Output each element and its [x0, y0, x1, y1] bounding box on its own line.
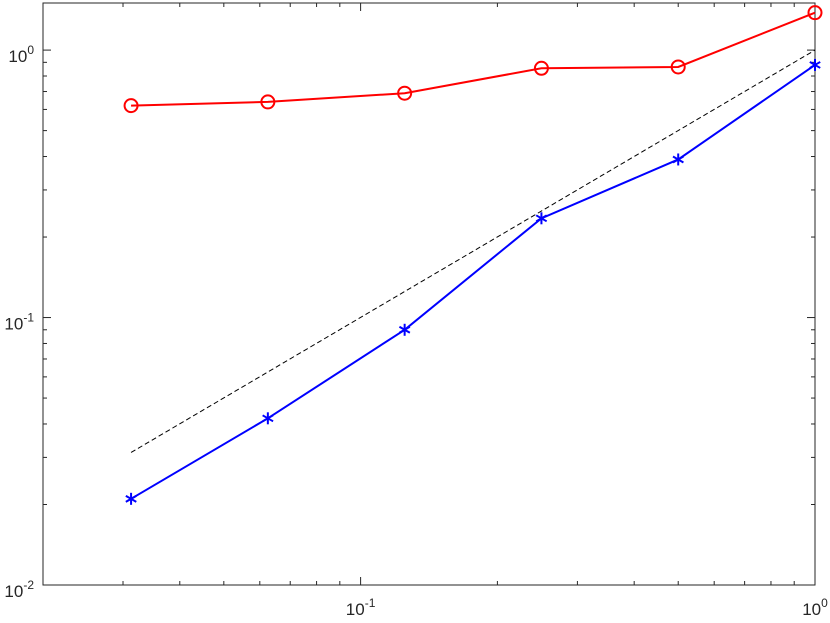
x-tick-label: 100 [802, 596, 828, 619]
series-0 [123, 5, 823, 114]
data-point [125, 492, 137, 505]
data-point [260, 94, 276, 110]
series-line [130, 64, 816, 500]
series-line [131, 11, 816, 107]
data-point [262, 412, 274, 425]
y-tick-label: 10-2 [4, 578, 34, 601]
data-point [397, 85, 413, 101]
asterisk-stroke [535, 214, 548, 223]
tick-labels: 10-2 10-1 100 10-1 100 [4, 43, 828, 619]
data-point [672, 153, 684, 166]
data-point [670, 59, 686, 75]
asterisk-stroke [125, 494, 137, 503]
y-tick-label: 10-1 [4, 311, 34, 334]
asterisk-stroke [398, 325, 411, 334]
data-point [123, 98, 139, 114]
data-point [533, 60, 549, 76]
plot-frame [42, 2, 816, 586]
series-line [130, 49, 816, 453]
series-2 [130, 49, 816, 453]
asterisk-stroke [262, 414, 274, 423]
data-point [535, 212, 548, 225]
data-point [807, 5, 823, 21]
y-tick-label: 100 [8, 43, 34, 66]
series-layer [123, 5, 823, 505]
asterisk-stroke [672, 155, 684, 164]
data-point [398, 323, 411, 336]
x-tick-label: 10-1 [346, 596, 376, 619]
asterisk-stroke [809, 61, 821, 69]
axes [42, 2, 816, 586]
data-point [809, 58, 821, 71]
series-1 [125, 58, 821, 505]
